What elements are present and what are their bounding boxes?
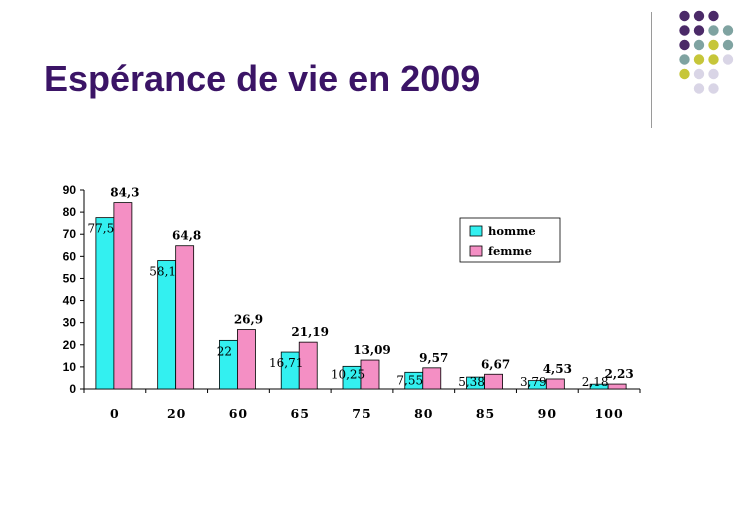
y-tick-label: 40: [63, 294, 77, 308]
y-tick-label: 20: [63, 338, 77, 352]
data-label-homme: 2,18: [582, 375, 609, 389]
y-tick-label: 70: [63, 227, 77, 241]
decorative-dot: [708, 68, 719, 80]
x-tick-label: 75: [352, 406, 371, 421]
x-tick-label: 90: [538, 406, 557, 421]
decorative-dot: [693, 54, 705, 65]
data-label-femme: 26,9: [234, 313, 263, 327]
decorative-dot: [693, 10, 705, 22]
data-label-homme: 5,38: [458, 375, 485, 389]
bar-femme: [545, 378, 565, 390]
data-label-femme: 4,53: [543, 362, 572, 376]
decorative-dot: [722, 54, 734, 65]
data-label-homme: 3,79: [520, 375, 547, 389]
decorative-dot: [679, 39, 690, 51]
chart-data-labels: 77,5 84,3 58,1 64,8 22 26,9 16,71 21,19 10,25 13,…: [88, 186, 634, 389]
chart-bars: [95, 202, 627, 390]
decorative-dot: [708, 25, 719, 36]
bar-femme: [237, 329, 256, 390]
x-tick-label: 85: [476, 406, 495, 421]
decorative-dot: [679, 25, 690, 36]
bar-femme: [422, 367, 442, 390]
decorative-dot: [722, 25, 734, 36]
x-tick-label: 80: [414, 406, 433, 421]
y-tick-label: 80: [63, 205, 77, 219]
legend-swatch-homme: [469, 225, 483, 237]
bar-femme: [175, 245, 195, 390]
bar-femme: [360, 359, 380, 390]
x-tick-label: 65: [291, 406, 310, 421]
decorative-dot: [679, 68, 690, 80]
data-label-homme: 58,1: [149, 265, 176, 279]
y-tick-label: 10: [63, 360, 77, 374]
data-label-femme: 84,3: [110, 186, 139, 200]
data-label-homme: 16,71: [269, 356, 303, 370]
y-tick-label: 60: [63, 249, 77, 263]
data-label-femme: 9,57: [419, 351, 448, 365]
decorative-dot: [693, 25, 705, 36]
bar-homme: [95, 217, 115, 390]
data-label-femme: 6,67: [481, 357, 510, 371]
bar-femme: [298, 341, 318, 390]
data-label-homme: 77,5: [88, 222, 115, 236]
x-tick-label: 20: [167, 406, 186, 421]
bar-femme: [113, 202, 133, 390]
data-label-femme: 2,23: [604, 367, 633, 381]
decorative-dot: [693, 83, 705, 94]
data-label-femme: 64,8: [172, 229, 201, 243]
decorative-dot: [708, 54, 719, 65]
data-label-homme: 10,25: [331, 367, 365, 381]
chart-legend: homme femme: [459, 217, 561, 263]
decorative-dot: [708, 39, 719, 51]
decorative-dot-grid: [679, 10, 734, 94]
decorative-dot: [693, 39, 705, 51]
legend-label-femme: femme: [488, 244, 532, 258]
bar-femme: [484, 373, 503, 390]
decorative-dot: [722, 39, 734, 51]
decorative-dot: [708, 83, 719, 94]
y-tick-label: 50: [63, 271, 77, 285]
decorative-dot: [708, 10, 719, 22]
data-label-homme: 7,55: [396, 373, 423, 387]
slide-title: Espérance de vie en 2009: [44, 58, 481, 99]
decorative-dot: [679, 10, 690, 22]
decorative-dot: [679, 54, 690, 65]
y-tick-label: 90: [63, 183, 77, 197]
x-tick-label: 100: [595, 406, 624, 421]
bar-femme: [607, 383, 627, 390]
data-label-homme: 22: [217, 344, 232, 358]
y-tick-label: 0: [69, 382, 76, 396]
bar-homme: [157, 260, 177, 390]
decorative-dot: [693, 68, 705, 80]
x-tick-label: 0: [110, 406, 120, 421]
legend-swatch-femme: [469, 245, 483, 257]
legend-label-homme: homme: [488, 224, 536, 238]
x-tick-label: 60: [229, 406, 248, 421]
data-label-femme: 13,09: [353, 343, 391, 357]
y-tick-label: 30: [63, 316, 77, 330]
data-label-femme: 21,19: [291, 325, 329, 339]
decorative-divider: [651, 12, 652, 128]
